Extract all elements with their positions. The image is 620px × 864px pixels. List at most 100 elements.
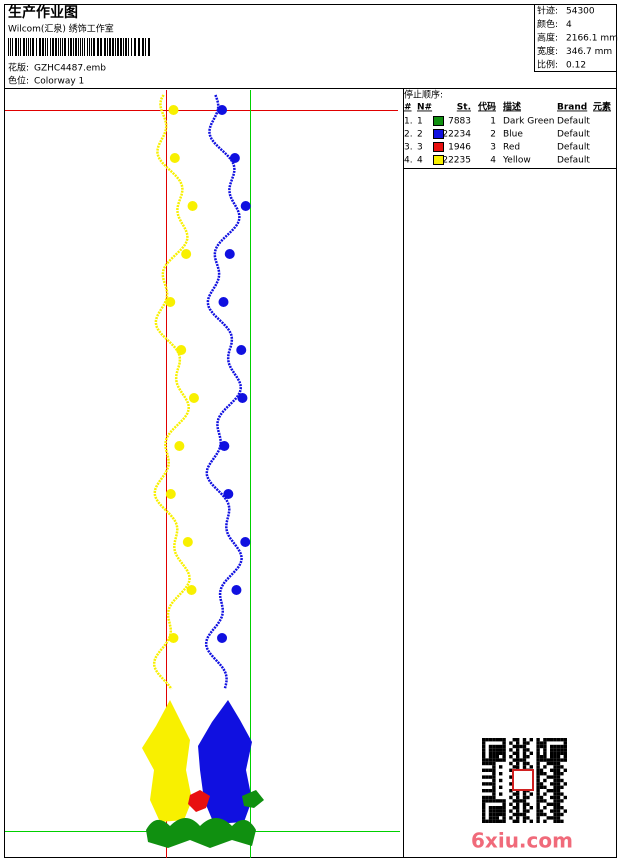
qr-module [546, 816, 550, 820]
qr-module [488, 738, 493, 742]
row-code: 4 [490, 156, 496, 166]
qr-module [543, 792, 547, 796]
qr-module [553, 782, 557, 786]
qr-module [509, 761, 513, 766]
qr-module [502, 809, 506, 813]
blossom [217, 633, 228, 643]
qr-module [526, 741, 530, 745]
info-label: 颜色: [537, 18, 558, 30]
qr-module [539, 755, 544, 759]
qr-module [502, 755, 506, 759]
qr-module [560, 758, 564, 762]
qr-module [536, 782, 540, 786]
qr-module [526, 795, 530, 800]
qr-module [499, 792, 503, 796]
qr-module [522, 792, 527, 796]
qr-module [516, 741, 520, 745]
qr-module [563, 758, 567, 762]
qr-module [499, 806, 503, 810]
qr-module [492, 795, 496, 800]
qr-module [536, 809, 540, 813]
qr-module [495, 744, 499, 749]
bar-stripe [8, 38, 9, 56]
qr-module [522, 795, 527, 800]
row-brand: Default [557, 117, 590, 127]
qr-module [539, 809, 544, 813]
bar-stripe [62, 38, 63, 56]
qr-module [539, 744, 544, 749]
bar-stripe [138, 38, 140, 56]
blossom [223, 489, 234, 499]
qr-module [482, 751, 486, 755]
qr-module [553, 768, 557, 772]
qr-module [522, 765, 527, 769]
qr-module [516, 812, 520, 817]
qr-module [512, 812, 516, 817]
blossom [236, 345, 247, 355]
qr-module [488, 819, 493, 823]
qr-module [550, 758, 554, 762]
bar-stripe [45, 38, 46, 56]
qr-module [543, 812, 547, 817]
bar-stripe [109, 38, 111, 56]
qr-module [553, 748, 557, 752]
qr-module [516, 799, 520, 803]
qr-module [553, 765, 557, 769]
qr-module [488, 768, 493, 772]
green-base [146, 818, 256, 848]
qr-module [536, 812, 540, 817]
qr-module [502, 748, 506, 752]
info-value: 54300 [566, 7, 595, 17]
qr-module [529, 819, 533, 823]
column-header: # [404, 103, 412, 113]
qr-module [529, 765, 533, 769]
qr-module [482, 806, 486, 810]
row-brand: Default [557, 156, 590, 166]
qr-module [499, 738, 503, 742]
blossom [181, 249, 192, 259]
qr-module [553, 795, 557, 800]
qr-module [556, 765, 561, 769]
bar-stripe [89, 38, 90, 56]
qr-module [509, 782, 513, 786]
qr-module [509, 755, 513, 759]
blossom [224, 249, 235, 259]
qr-module [492, 748, 496, 752]
qr-module [488, 809, 493, 813]
bar-stripe [70, 38, 72, 56]
qr-module [539, 785, 544, 789]
qr-module [553, 778, 557, 783]
green-leaf [242, 790, 264, 808]
qr-module [492, 782, 496, 786]
qr-module [502, 744, 506, 749]
qr-module [485, 799, 489, 803]
qr-module [536, 761, 540, 766]
qr-module [556, 751, 561, 755]
row-stitches: 22234 [442, 130, 471, 140]
qr-module [550, 751, 554, 755]
qr-module [529, 806, 533, 810]
qr-module [556, 789, 561, 793]
bar-stripe [91, 38, 92, 56]
qr-module [516, 748, 520, 752]
bar-stripe [58, 38, 59, 56]
design-label: 花版: [8, 62, 29, 74]
qr-module [553, 809, 557, 813]
row-index: 3. [404, 143, 413, 153]
row-brand: Default [557, 143, 590, 153]
row-n: 3 [417, 143, 423, 153]
qr-module [495, 809, 499, 813]
qr-module [492, 744, 496, 749]
qr-module [560, 799, 564, 803]
qr-module [560, 744, 564, 749]
qr-module [550, 816, 554, 820]
qr-module [550, 795, 554, 800]
column-header: 描述 [503, 101, 521, 113]
qr-module [492, 785, 496, 789]
qr-module [522, 809, 527, 813]
qr-module [539, 795, 544, 800]
qr-module [543, 819, 547, 823]
qr-module [492, 812, 496, 817]
qr-module [553, 758, 557, 762]
qr-module [516, 751, 520, 755]
